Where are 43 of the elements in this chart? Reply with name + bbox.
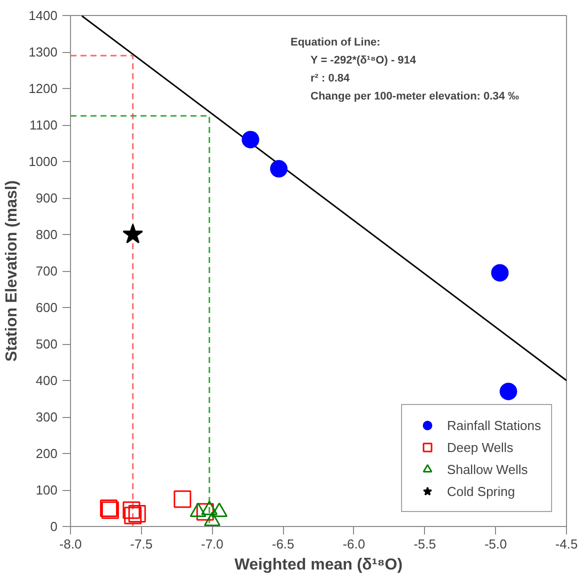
point <box>128 504 146 522</box>
legend-label: Cold Spring <box>447 484 515 498</box>
point <box>122 501 140 519</box>
point <box>174 490 192 508</box>
legend-label: Rainfall Stations <box>447 418 541 432</box>
y-tick-label: 200 <box>36 446 58 461</box>
point <box>124 506 142 524</box>
x-tick-label: -8.0 <box>59 536 82 552</box>
y-tick-label: 100 <box>36 482 58 498</box>
y-tick-label: 800 <box>36 227 58 242</box>
point <box>491 264 509 282</box>
point <box>500 382 518 400</box>
y-tick-label: 500 <box>36 336 58 352</box>
point <box>270 160 288 178</box>
y-tick-label: 1000 <box>28 154 58 169</box>
x-tick-label: -4.5 <box>555 536 578 552</box>
x-tick-label: -6.0 <box>342 536 366 552</box>
y-tick-label: 1100 <box>30 118 58 132</box>
annotation: Equation of Line: <box>290 36 380 48</box>
y-tick-label: 1400 <box>28 8 58 23</box>
point <box>196 503 214 521</box>
y-axis-title: Station Elevation (masl) <box>4 180 21 362</box>
y-tick-label: 300 <box>36 410 58 424</box>
y-tick-label: 600 <box>36 300 58 315</box>
legend-label: Shallow Wells <box>447 462 528 476</box>
y-tick-label: 1300 <box>28 44 58 60</box>
y-tick-label: 400 <box>36 373 58 388</box>
y-tick-label: 0 <box>50 519 58 534</box>
annotation: Y = -292*(δ¹⁸O) - 914 <box>310 54 417 66</box>
annotation: Change per 100-meter elevation: 0.34 ‰ <box>310 90 519 102</box>
y-tick-label: 700 <box>36 264 58 278</box>
x-tick-label: -7.5 <box>130 536 153 552</box>
y-tick-label: 900 <box>36 190 58 206</box>
point <box>242 130 260 148</box>
x-tick-label: -7.0 <box>201 536 224 552</box>
annotation: r² : 0.84 <box>310 72 351 84</box>
point <box>122 224 144 244</box>
x-tick-label: -5.5 <box>414 536 436 552</box>
y-tick-label: 1200 <box>28 81 58 96</box>
x-axis-title: Weighted mean (δ¹⁸O) <box>234 556 403 574</box>
x-tick-label: -5.0 <box>484 536 507 552</box>
legend-label: Deep Wells <box>447 440 514 454</box>
x-tick-label: -6.5 <box>272 536 294 552</box>
